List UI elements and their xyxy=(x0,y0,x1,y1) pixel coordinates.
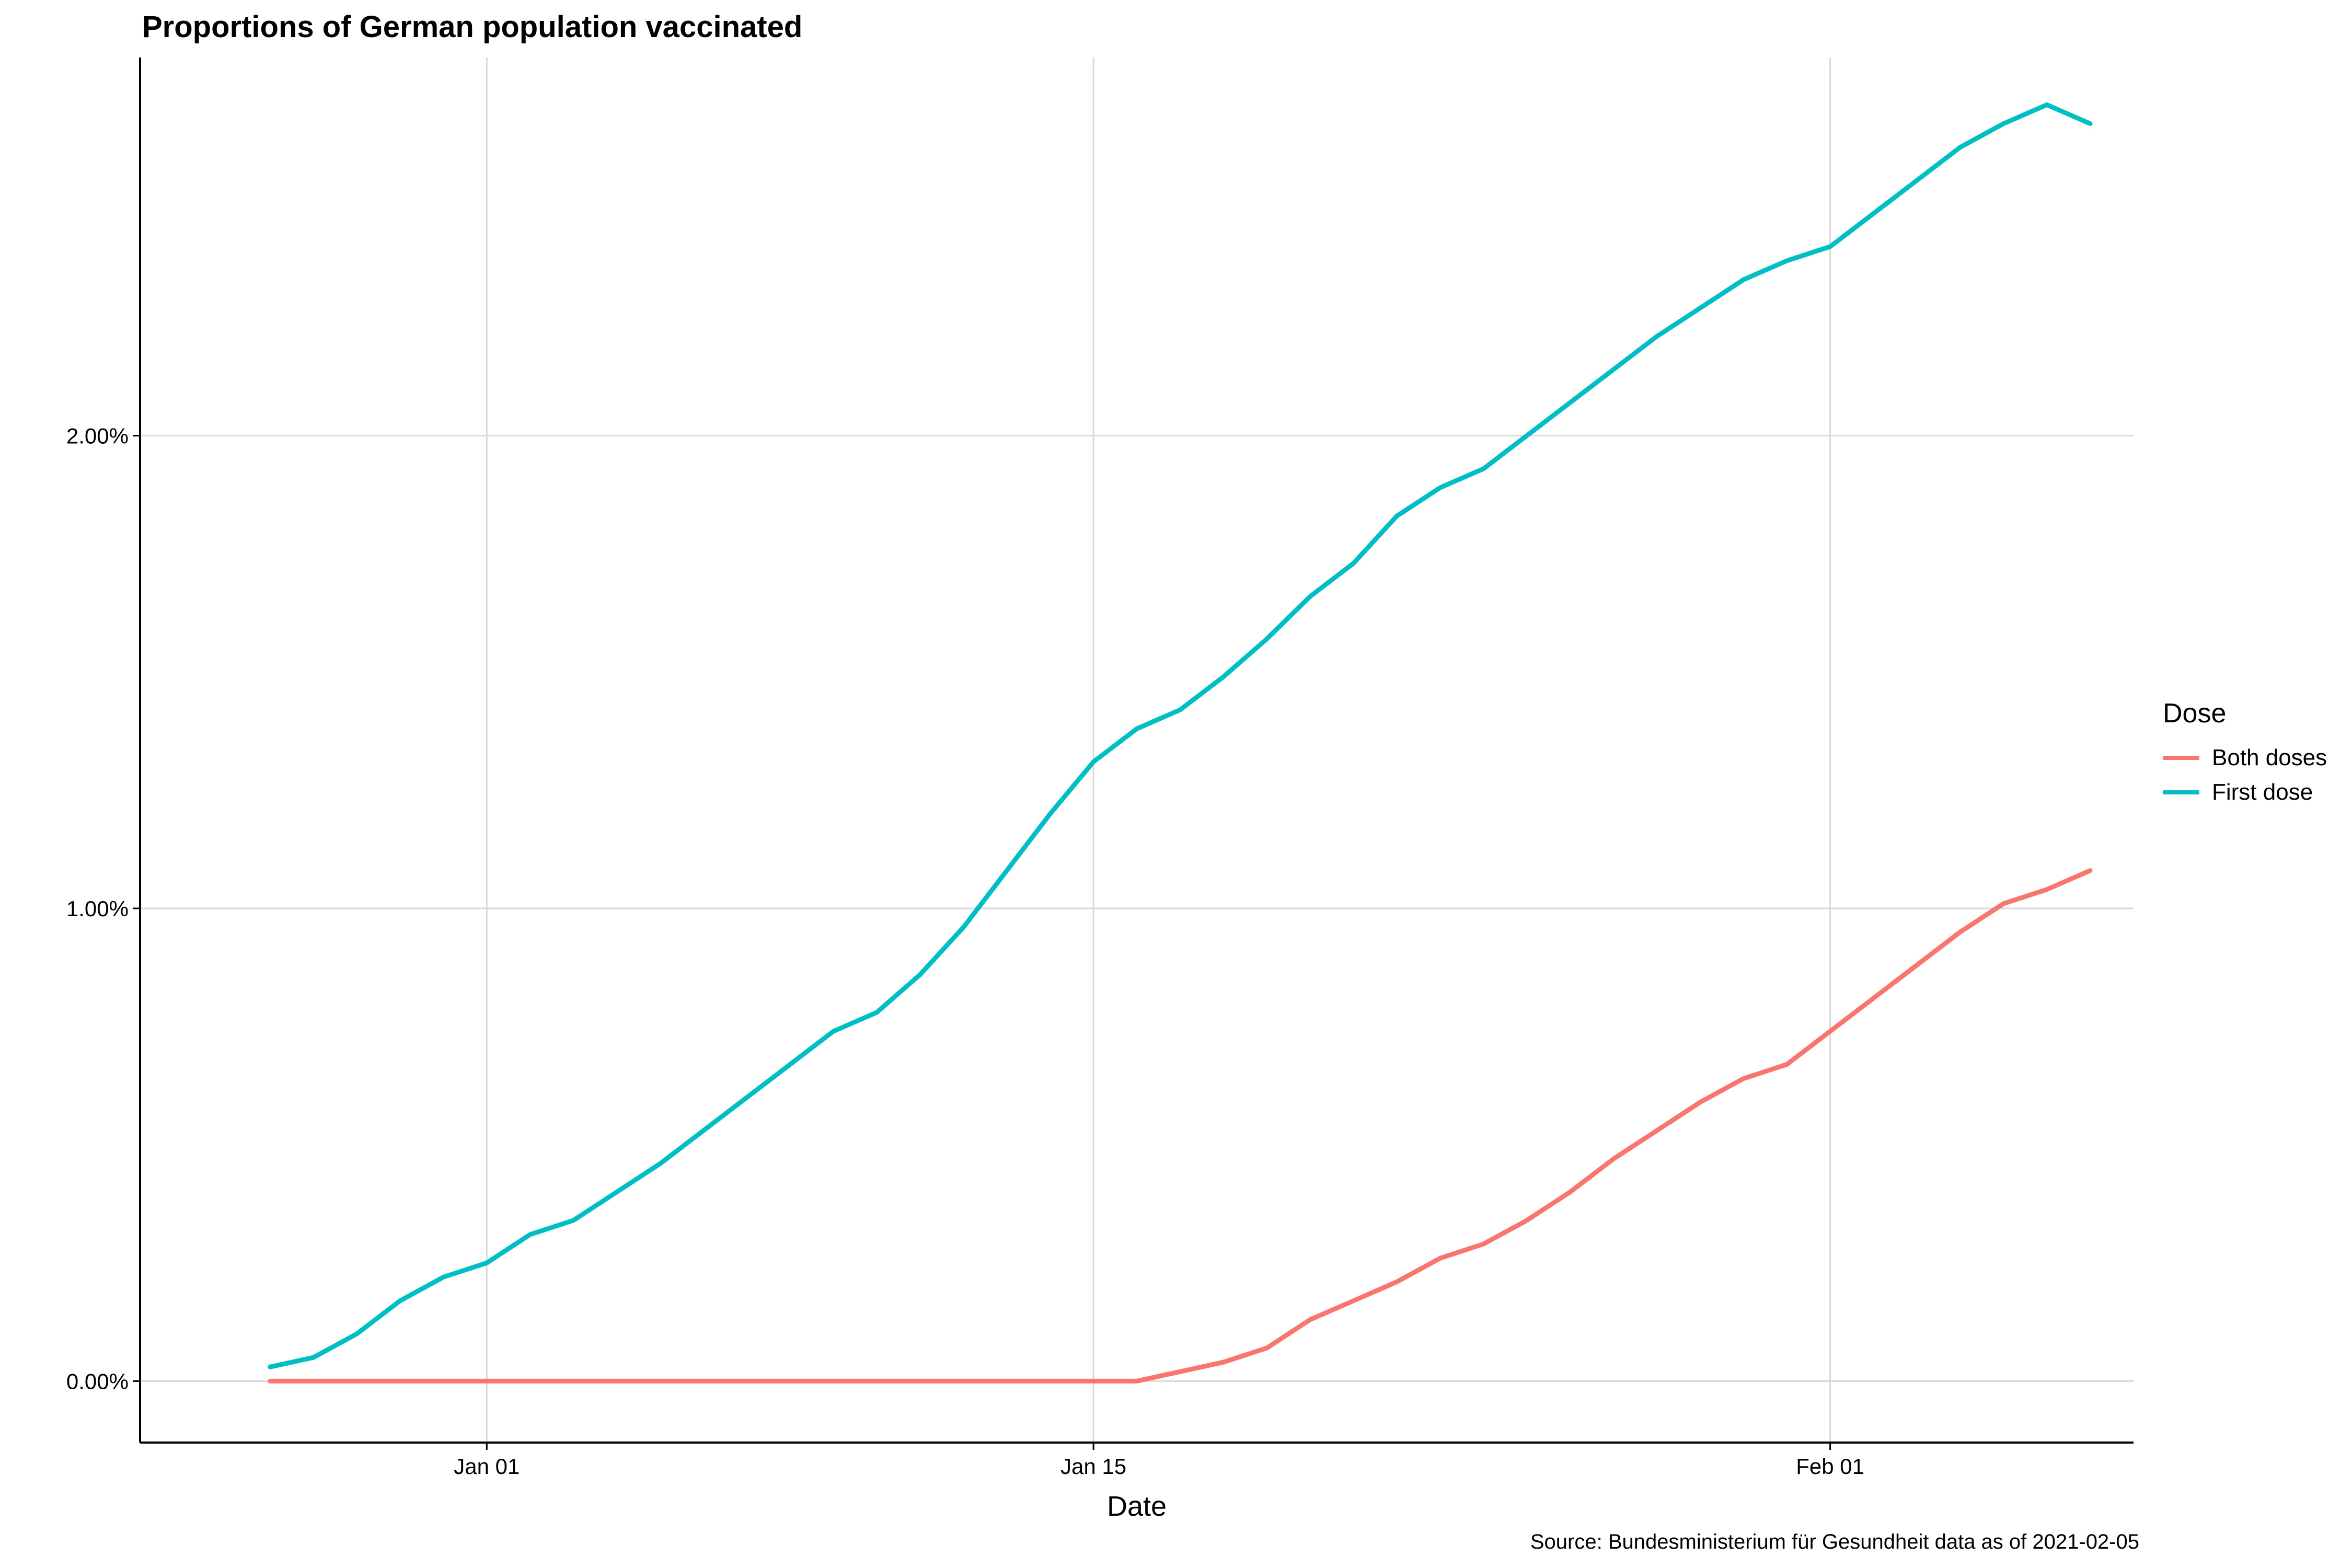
gridlines xyxy=(140,57,2134,1443)
y-tick-label: 1.00% xyxy=(66,896,129,921)
legend-label-both-doses: Both doses xyxy=(2212,745,2327,770)
legend-key-first-dose xyxy=(2163,790,2199,794)
x-tick-label: Jan 15 xyxy=(1060,1454,1126,1479)
legend-item-both-doses: Both doses xyxy=(2163,741,2327,775)
x-tick-label: Jan 01 xyxy=(454,1454,520,1479)
series-line-both-doses xyxy=(268,868,2093,1383)
series-line-first-dose xyxy=(268,102,2093,1369)
legend: Dose Both doses First dose xyxy=(2163,698,2327,810)
x-axis-label: Date xyxy=(1107,1491,1167,1522)
tick-labels: 0.00% 1.00% 2.00% Jan 01 Jan 15 Feb 01 xyxy=(66,424,1864,1479)
y-tick-label: 0.00% xyxy=(66,1369,129,1393)
legend-title: Dose xyxy=(2163,698,2227,729)
chart-title: Proportions of German population vaccina… xyxy=(142,10,803,44)
legend-label-first-dose: First dose xyxy=(2212,779,2313,805)
series-lines xyxy=(268,102,2093,1383)
legend-item-first-dose: First dose xyxy=(2163,775,2327,810)
x-tick-label: Feb 01 xyxy=(1796,1454,1864,1479)
source-caption: Source: Bundesministerium für Gesundheit… xyxy=(1530,1530,2139,1553)
legend-key-both-doses xyxy=(2163,756,2199,760)
y-tick-label: 2.00% xyxy=(66,424,129,448)
axes xyxy=(133,57,2134,1450)
